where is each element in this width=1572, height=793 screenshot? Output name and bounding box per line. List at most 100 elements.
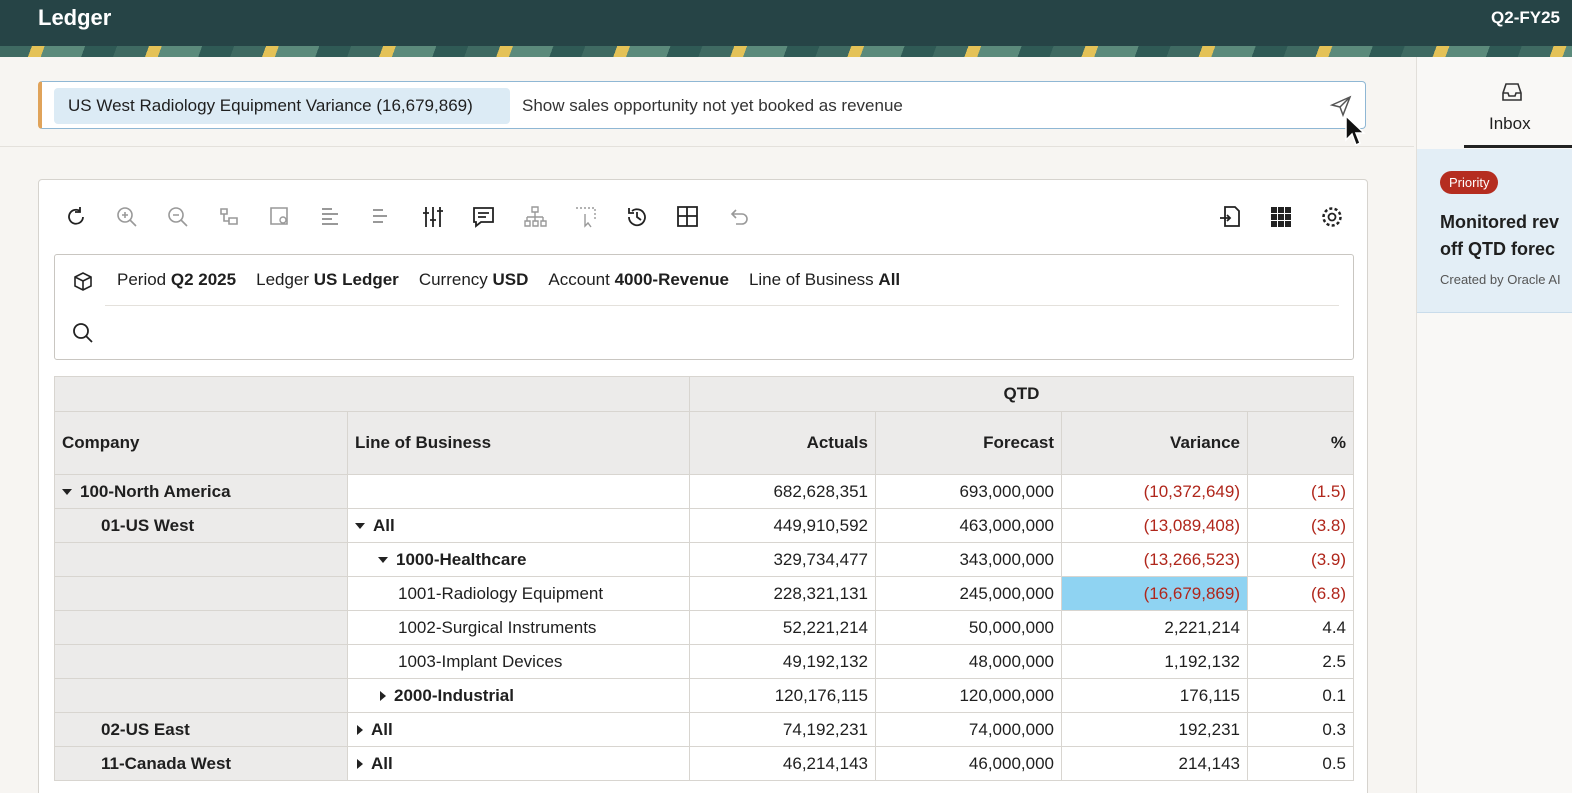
company-cell[interactable]: 02-US East [54,712,348,747]
export-button[interactable] [1217,204,1243,230]
actuals-cell[interactable]: 74,192,231 [689,712,876,747]
filter-label: Currency [418,270,488,289]
period-label: Q2-FY25 [1491,8,1560,27]
column-header[interactable]: Line of Business [347,411,690,475]
pct-cell[interactable]: 4.4 [1247,610,1354,645]
settings-button[interactable] [1319,204,1345,230]
comment-button[interactable] [471,204,497,230]
actuals-cell[interactable]: 120,176,115 [689,678,876,713]
forecast-cell[interactable]: 245,000,000 [875,576,1062,611]
pct-cell[interactable]: 0.5 [1247,746,1354,781]
refresh-button[interactable] [63,204,89,230]
company-cell[interactable]: 11-Canada West [54,746,348,781]
focus-button[interactable] [267,204,293,230]
header-row: Company Line of Business Actuals Forecas… [54,411,1354,475]
pct-cell[interactable]: 0.3 [1247,712,1354,747]
forecast-cell[interactable]: 463,000,000 [875,508,1062,543]
filter-item[interactable]: Line of Business All [749,267,900,293]
collapse-button[interactable] [369,204,395,230]
lob-cell[interactable]: 1002-Surgical Instruments [347,610,690,645]
pct-cell[interactable]: (6.8) [1247,576,1354,611]
variance-cell[interactable]: (13,089,408) [1061,508,1248,543]
lob-name: All [371,719,393,739]
column-header[interactable]: % [1247,411,1354,475]
variance-cell[interactable]: 1,192,132 [1061,644,1248,679]
lob-cell[interactable]: All [347,746,690,781]
lob-cell[interactable]: All [347,712,690,747]
filter-item[interactable]: Period Q2 2025 [117,267,236,293]
expand-caret[interactable] [357,725,363,736]
actuals-cell[interactable]: 46,214,143 [689,746,876,781]
zoom-in-button[interactable] [114,204,140,230]
company-cell[interactable]: 100-North America [54,474,348,509]
inbox-tab[interactable]: Inbox [1489,114,1531,133]
column-header[interactable]: Company [54,411,348,475]
column-header[interactable]: Variance [1061,411,1248,475]
select-button[interactable] [573,204,599,230]
expand-caret[interactable] [380,691,386,702]
variance-cell[interactable]: (10,372,649) [1061,474,1248,509]
pct-cell[interactable]: (1.5) [1247,474,1354,509]
column-header[interactable]: Actuals [689,411,876,475]
align-button[interactable] [318,204,344,230]
variance-cell[interactable]: 192,231 [1061,712,1248,747]
prompt-text[interactable]: Show sales opportunity not yet booked as… [522,96,903,115]
lob-cell[interactable]: All [347,508,690,543]
pct-cell[interactable]: 2.5 [1247,644,1354,679]
variance-cell[interactable]: 214,143 [1061,746,1248,781]
org-button[interactable] [522,204,548,230]
actuals-cell[interactable]: 52,221,214 [689,610,876,645]
data-row: 02-US East All 74,192,231 74,000,000 192,231… [54,712,1354,747]
forecast-cell[interactable]: 693,000,000 [875,474,1062,509]
insight-card[interactable]: Priority Monitored rev off QTD forec Cre… [1417,149,1572,313]
tab-underline [1464,145,1572,148]
expand-caret[interactable] [378,557,388,564]
grid-button[interactable] [1268,204,1294,230]
forecast-cell[interactable]: 46,000,000 [875,746,1062,781]
lob-cell[interactable]: 1001-Radiology Equipment [347,576,690,611]
forecast-cell[interactable]: 120,000,000 [875,678,1062,713]
expand-caret[interactable] [355,523,365,530]
company-cell[interactable]: 01-US West [54,508,348,543]
pct-cell[interactable]: 0.1 [1247,678,1354,713]
pct-cell[interactable]: (3.8) [1247,508,1354,543]
undo-button[interactable] [726,204,752,230]
forecast-cell[interactable]: 74,000,000 [875,712,1062,747]
filter-item[interactable]: Currency USD [419,267,529,293]
forecast-cell[interactable]: 50,000,000 [875,610,1062,645]
search-button[interactable] [71,321,95,345]
context-chip[interactable]: US West Radiology Equipment Variance (16… [54,88,510,124]
actuals-cell[interactable]: 49,192,132 [689,644,876,679]
actuals-cell[interactable]: 329,734,477 [689,542,876,577]
group-header: QTD [689,376,1354,412]
hierarchy-button[interactable] [216,204,242,230]
filter-list: Period Q2 2025 Ledger US Ledger Currency U… [117,267,900,293]
variance-cell[interactable]: (16,679,869) [1061,576,1248,611]
actuals-cell[interactable]: 449,910,592 [689,508,876,543]
zoom-out-button[interactable] [165,204,191,230]
history-button[interactable] [624,204,650,230]
adjust-button[interactable] [420,204,446,230]
pct-cell[interactable]: (3.9) [1247,542,1354,577]
lob-cell[interactable]: 1003-Implant Devices [347,644,690,679]
company-name: 02-US East [101,719,190,739]
variance-cell[interactable]: 176,115 [1061,678,1248,713]
forecast-cell[interactable]: 343,000,000 [875,542,1062,577]
filter-item[interactable]: Account 4000-Revenue [548,267,729,293]
send-button[interactable] [1329,94,1353,118]
forecast-cell[interactable]: 48,000,000 [875,644,1062,679]
lob-name: 1001-Radiology Equipment [398,583,604,603]
expand-caret[interactable] [357,759,363,770]
expand-caret[interactable] [62,489,72,496]
lob-cell[interactable]: 1000-Healthcare [347,542,690,577]
layout-button[interactable] [675,204,701,230]
actuals-cell[interactable]: 682,628,351 [689,474,876,509]
actuals-cell[interactable]: 228,321,131 [689,576,876,611]
filter-item[interactable]: Ledger US Ledger [256,267,399,293]
variance-cell[interactable]: (13,266,523) [1061,542,1248,577]
lob-cell[interactable]: 2000-Industrial [347,678,690,713]
variance-cell[interactable]: 2,221,214 [1061,610,1248,645]
header-row: QTD [54,376,1354,412]
prompt-bar[interactable]: US West Radiology Equipment Variance (16… [38,81,1366,129]
column-header[interactable]: Forecast [875,411,1062,475]
